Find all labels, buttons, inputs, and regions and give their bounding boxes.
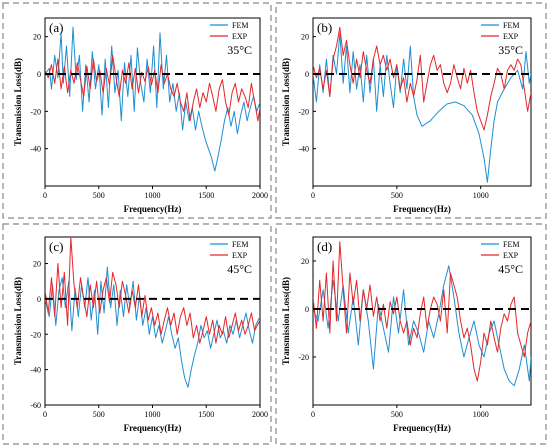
x-tick-label: 2000: [252, 191, 268, 200]
panel-label: (a): [49, 20, 63, 35]
x-tick-label: 1000: [145, 191, 161, 200]
x-axis-label: Frequency(Hz): [124, 204, 182, 214]
y-tick-label: -40: [298, 145, 309, 154]
plot-area: [312, 17, 532, 187]
chart-panels: 0 500 1000 1500 2000-40-20020Frequency(Hz)Tr…: [13, 17, 532, 433]
temperature-label: 35°C: [498, 43, 523, 57]
series-line-fem: [313, 265, 531, 387]
y-tick-label: 0: [305, 70, 309, 79]
series-group: [45, 26, 260, 172]
x-tick-label: 1000: [473, 191, 489, 200]
x-tick-label: 0: [311, 410, 315, 419]
y-axis-label: Transmission Loss(dB): [13, 277, 23, 365]
x-tick-label: 1500: [198, 191, 214, 200]
legend-label-exp: EXP: [503, 251, 519, 260]
panel-label: (c): [49, 239, 63, 254]
series-line-exp: [45, 237, 260, 344]
y-tick-label: -40: [30, 366, 41, 375]
panel-label: (b): [317, 20, 332, 35]
y-tick-label: -20: [298, 353, 309, 362]
x-tick-label: 500: [391, 191, 403, 200]
legend-label-fem: FEM: [503, 240, 519, 249]
x-tick-label: 2000: [252, 410, 268, 419]
y-tick-label: -60: [30, 401, 41, 410]
series-line-exp: [313, 241, 531, 382]
x-axis-label: Frequency(Hz): [393, 204, 451, 214]
series-line-fem: [45, 26, 260, 172]
chart-panel-0: 0 500 1000 1500 2000 -40 -20 0 20 Frequency(Hz) Tr…: [13, 17, 268, 214]
y-tick-label: 20: [301, 257, 309, 266]
y-tick-label: 20: [33, 33, 41, 42]
x-tick-label: 0: [311, 191, 315, 200]
legend-label-fem: FEM: [503, 21, 519, 30]
series-line-fem: [45, 266, 260, 388]
panel-borders: [2, 2, 547, 445]
x-tick-label: 500: [391, 410, 403, 419]
panel-d-border: [275, 223, 547, 445]
series-line-exp: [45, 54, 260, 122]
legend-label-exp: EXP: [232, 32, 248, 41]
y-tick-label: -40: [30, 145, 41, 154]
x-tick-label: 500: [93, 191, 105, 200]
y-tick-label: 20: [301, 33, 309, 42]
y-tick-label: -20: [298, 107, 309, 116]
series-line-exp: [313, 26, 531, 131]
y-tick-label: 0: [37, 70, 41, 79]
x-tick-label: 1000: [145, 410, 161, 419]
series-group: [313, 241, 531, 387]
temperature-label: 45°C: [498, 262, 523, 276]
y-tick-label: -20: [30, 330, 41, 339]
y-tick-label: 20: [33, 260, 41, 269]
panel-c-border: [2, 223, 272, 445]
panel-label: (d): [317, 239, 332, 254]
x-tick-label: 0: [43, 410, 47, 419]
y-tick-label: -20: [30, 107, 41, 116]
x-tick-label: 1500: [198, 410, 214, 419]
legend-label-exp: EXP: [232, 251, 248, 260]
x-tick-label: 500: [93, 410, 105, 419]
x-axis-label: Frequency(Hz): [393, 423, 451, 433]
legend-label-exp: EXP: [503, 32, 519, 41]
legend-label-fem: FEM: [232, 240, 248, 249]
x-axis-label: Frequency(Hz): [124, 423, 182, 433]
temperature-label: 45°C: [227, 262, 252, 276]
y-tick-label: 0: [37, 295, 41, 304]
x-tick-label: 0: [43, 191, 47, 200]
y-axis-label: Transmission Loss(dB): [13, 58, 23, 146]
chart-panel-1: 0 500 1000 -40 -20 0 20 Frequency(Hz) Transmissi…: [281, 17, 532, 214]
x-tick-label: 1000: [473, 410, 489, 419]
y-tick-label: 0: [305, 305, 309, 314]
chart-panel-3: 0 500 1000 -20 0 20 Frequency(Hz) Transmission …: [281, 236, 532, 433]
series-group: [45, 237, 260, 388]
chart-panel-2: 0 500 1000 1500 2000 -60 -40 -20 0 20 Frequency(Hz…: [13, 236, 268, 433]
series-group: [313, 26, 531, 183]
panel-a-border: [2, 2, 272, 219]
panel-b-border: [275, 2, 547, 219]
y-axis-label: Transmission Loss(dB): [281, 277, 291, 365]
legend-label-fem: FEM: [232, 21, 248, 30]
temperature-label: 35°C: [227, 43, 252, 57]
y-axis-label: Transmission Loss(dB): [281, 58, 291, 146]
